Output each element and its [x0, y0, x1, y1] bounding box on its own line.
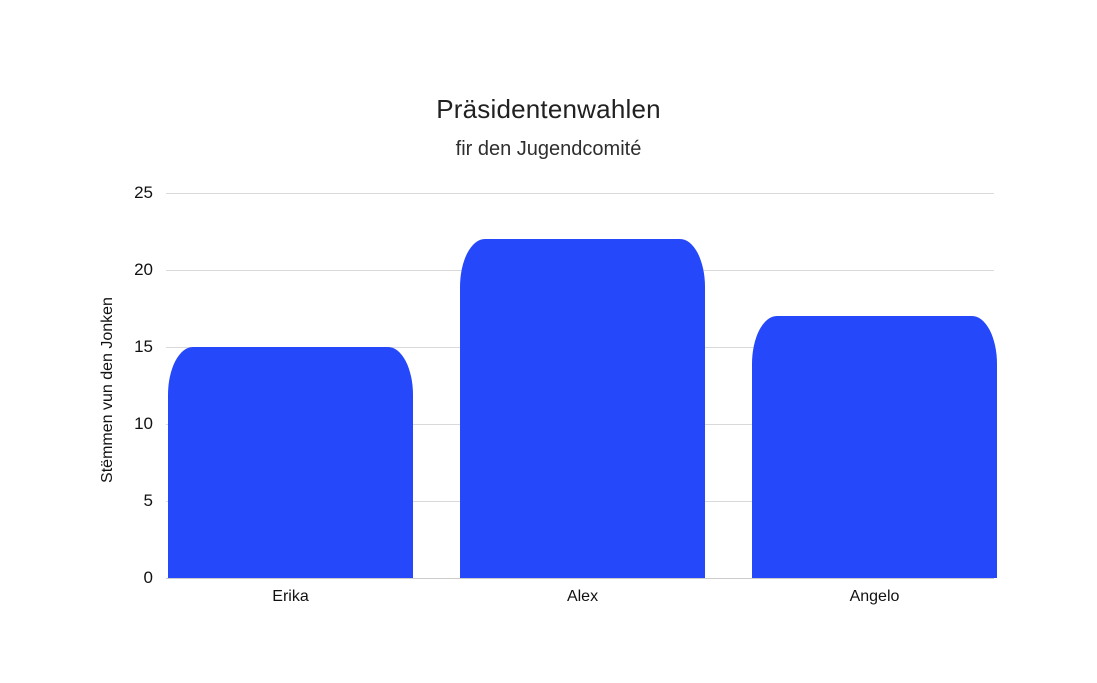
y-tick-label-5: 5 [143, 491, 153, 510]
y-tick-label-25: 25 [134, 183, 153, 202]
bar-erika[interactable] [168, 347, 413, 578]
y-tick-label-0: 0 [143, 568, 153, 587]
x-category-label-angelo: Angelo [849, 588, 900, 605]
x-category-label-erika: Erika [272, 588, 309, 605]
y-tick-label-20: 20 [134, 260, 153, 279]
x-category-label-alex: Alex [566, 588, 599, 605]
gridline-25 [166, 192, 994, 194]
gridline-0 [166, 577, 994, 579]
y-tick-label-10: 10 [134, 414, 153, 433]
bar-alex[interactable] [460, 239, 705, 578]
plot-area [166, 192, 997, 579]
bar-angelo[interactable] [752, 316, 997, 578]
chart-title: Präsidentenwahlen [436, 94, 661, 124]
y-tick-label-15: 15 [134, 337, 153, 356]
chart-subtitle: fir den Jugendcomité [455, 138, 642, 160]
y-axis-title: Stëmmen vun den Jonken [99, 297, 116, 483]
